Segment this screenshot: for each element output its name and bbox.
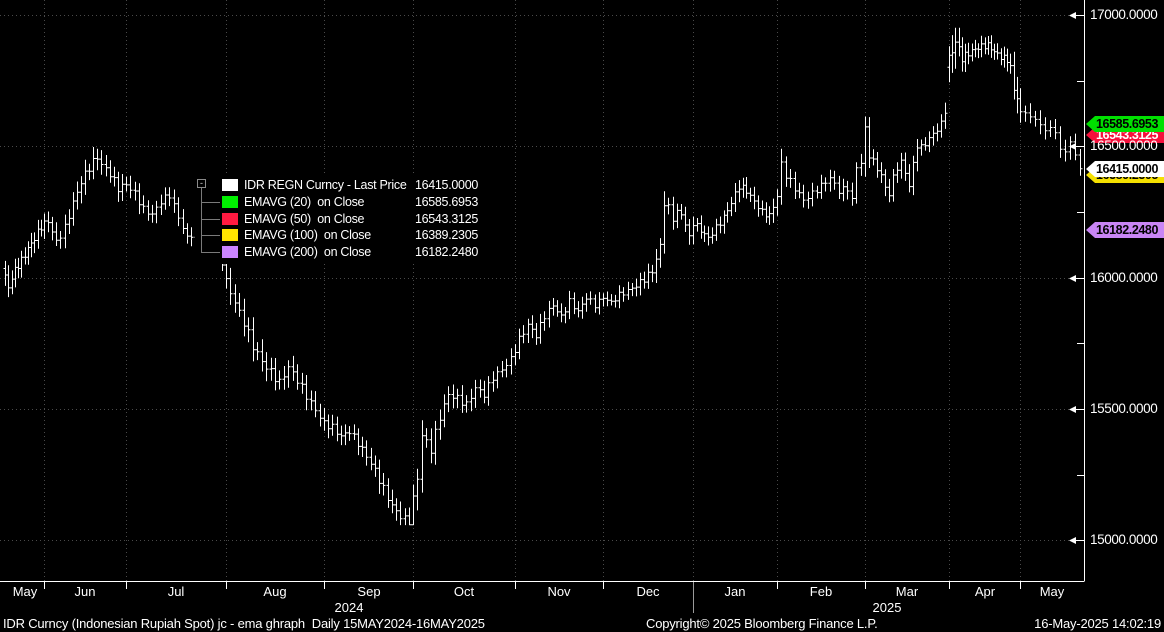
legend-tree-line: [201, 188, 202, 252]
legend-tree-branch: [201, 219, 220, 220]
legend-tree-branch: [201, 252, 220, 253]
x-axis-month-label: Jun: [74, 584, 96, 599]
legend-series-value: 16585.6953: [414, 195, 478, 209]
price-tag: 16415.0000: [1086, 161, 1164, 177]
axes: [0, 0, 1085, 613]
legend-series-label: IDR REGN Curncy - Last Price: [244, 178, 407, 192]
chart-title-text: IDR Curncy (Indonesian Rupiah Spot) jc -…: [3, 616, 485, 631]
x-axis-month-label: Nov: [547, 584, 571, 599]
legend-tree-branch: [201, 235, 220, 236]
y-axis-label: 16000.0000: [1090, 270, 1158, 285]
x-axis-month-label: Jan: [724, 584, 746, 599]
gridlines: [0, 0, 1084, 581]
x-axis-month-label: Apr: [974, 584, 996, 599]
legend-series-value: 16182.2480: [414, 245, 478, 259]
legend-row[interactable]: EMAVG (200) on Close 16182.2480: [195, 244, 483, 260]
legend-row[interactable]: EMAVG (20) on Close 16585.6953: [195, 194, 483, 210]
y-axis-label: 17000.0000: [1090, 7, 1158, 22]
y-axis-label: 15500.0000: [1090, 401, 1158, 416]
x-axis-month-label: Feb: [809, 584, 833, 599]
x-axis-month-label: Sep: [357, 584, 381, 599]
legend-tree-branch: [201, 202, 220, 203]
series-swatch-icon: [222, 179, 238, 191]
x-axis-month-label: May: [12, 584, 38, 599]
legend-row[interactable]: EMAVG (100) on Close 16389.2305: [195, 227, 483, 243]
price-tag: 16585.6953: [1086, 116, 1164, 132]
legend-series-label: EMAVG (100) on Close: [244, 228, 371, 242]
legend-series-value: 16389.2305: [414, 228, 478, 242]
chart-legend[interactable]: - IDR REGN Curncy - Last Price 16415.0000 E…: [195, 176, 483, 264]
legend-series-value: 16543.3125: [414, 212, 478, 226]
price-tag: 16182.2480: [1086, 222, 1164, 238]
status-bar: IDR Curncy (Indonesian Rupiah Spot) jc -…: [0, 614, 1164, 632]
legend-series-label: EMAVG (200) on Close: [244, 245, 371, 259]
x-axis-year-label: 2024: [334, 600, 364, 615]
copyright-text: Copyright© 2025 Bloomberg Finance L.P.: [646, 616, 878, 631]
y-axis-label: 16500.0000: [1090, 138, 1158, 153]
collapse-minus-box-icon[interactable]: -: [197, 179, 206, 188]
series-swatch-icon: [222, 246, 238, 258]
series-swatch-icon: [222, 229, 238, 241]
series-swatch-icon: [222, 196, 238, 208]
legend-row[interactable]: EMAVG (50) on Close 16543.3125: [195, 211, 483, 227]
x-axis-month-label: May: [1039, 584, 1065, 599]
y-axis-label: 15000.0000: [1090, 532, 1158, 547]
series-swatch-icon: [222, 213, 238, 225]
legend-row[interactable]: IDR REGN Curncy - Last Price 16415.0000: [195, 177, 483, 193]
x-axis-month-label: Mar: [895, 584, 919, 599]
legend-series-value: 16415.0000: [414, 178, 478, 192]
x-axis-month-label: Aug: [263, 584, 287, 599]
legend-series-label: EMAVG (50) on Close: [244, 212, 365, 226]
x-axis-year-label: 2025: [872, 600, 902, 615]
x-axis-month-label: Jul: [167, 584, 185, 599]
x-axis-month-label: Oct: [453, 584, 475, 599]
timestamp-text: 16-May-2025 14:02:19: [1034, 616, 1161, 631]
ohlc-bar-series: [3, 27, 1083, 526]
legend-series-label: EMAVG (20) on Close: [244, 195, 365, 209]
x-axis-month-label: Dec: [636, 584, 660, 599]
